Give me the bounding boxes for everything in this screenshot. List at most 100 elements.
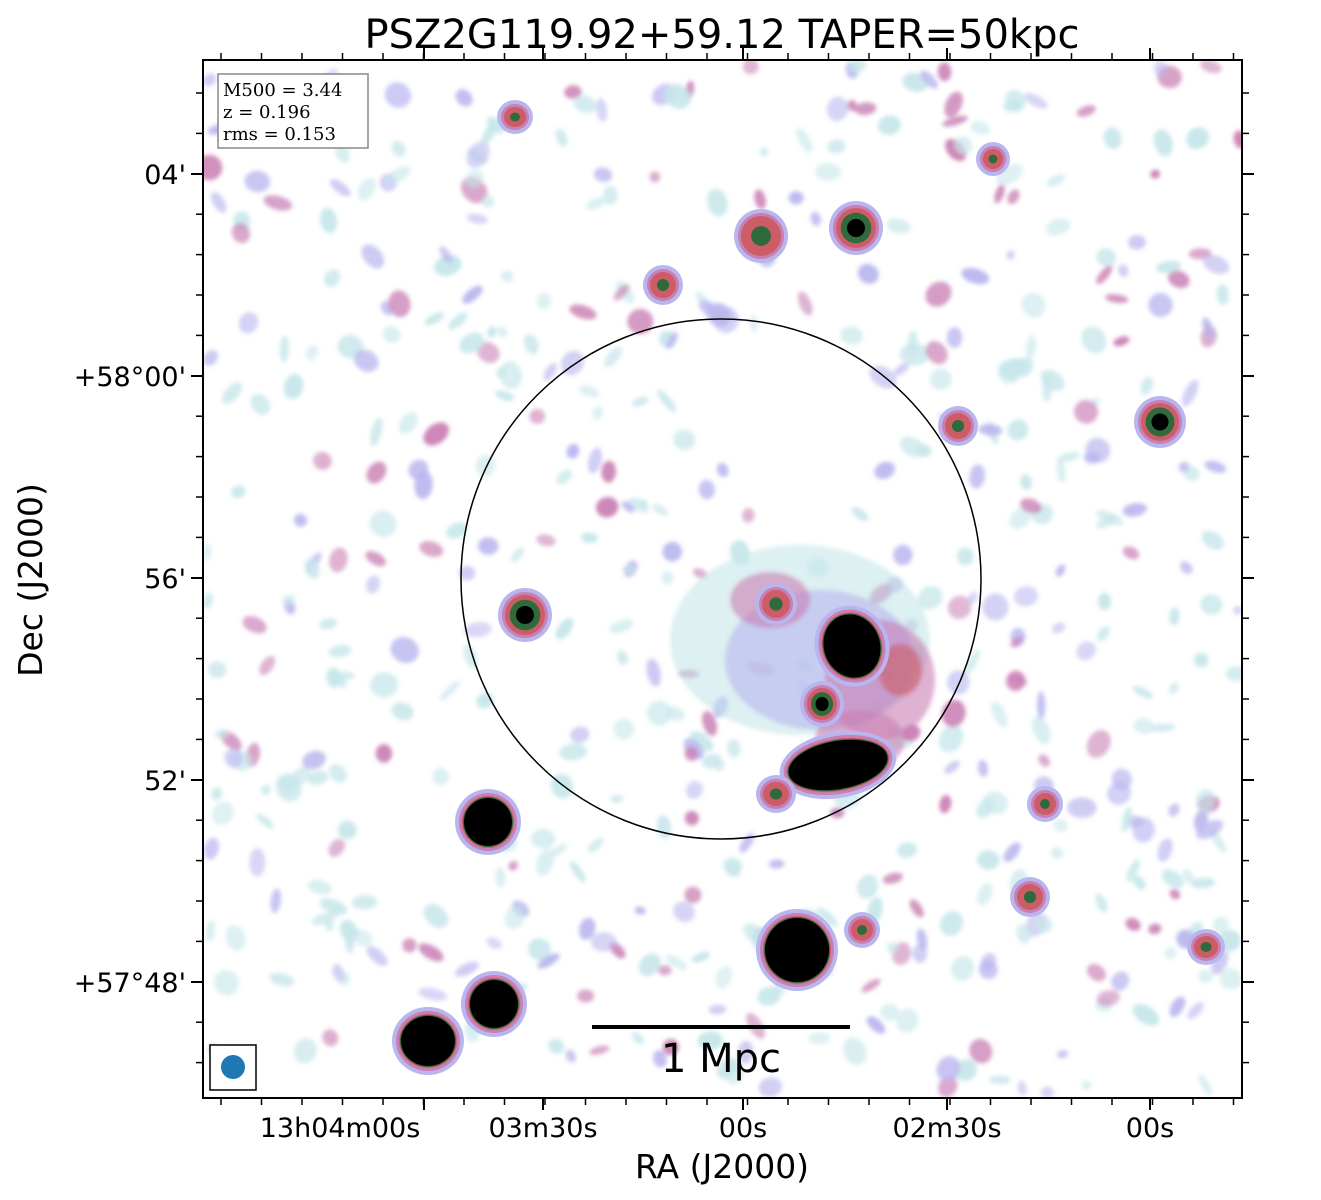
- noise-blob: [366, 461, 387, 484]
- noise-blob: [388, 290, 411, 318]
- noise-blob: [1153, 129, 1173, 157]
- noise-blob: [454, 961, 479, 977]
- noise-blob: [970, 120, 991, 135]
- noise-blob: [698, 479, 715, 500]
- minor-ticks: [196, 53, 1249, 1105]
- noise-blob: [1038, 754, 1051, 767]
- noise-blob: [951, 956, 975, 981]
- noise-blob: [749, 314, 758, 333]
- noise-blob: [529, 408, 546, 424]
- noise-blob: [578, 917, 596, 940]
- noise-blob: [692, 568, 708, 579]
- noise-blob: [1225, 666, 1242, 682]
- source-peak: [464, 798, 512, 846]
- noise-blob: [1233, 130, 1242, 149]
- noise-blob: [866, 1016, 886, 1034]
- noise-blob: [210, 192, 227, 213]
- noise-blob: [486, 937, 502, 949]
- noise-blob: [462, 285, 483, 304]
- noise-blob: [1132, 875, 1146, 890]
- noise-blob: [893, 544, 913, 566]
- noise-blob: [439, 680, 461, 701]
- y-tick-label: 56': [144, 564, 186, 595]
- noise-blob: [938, 1075, 958, 1098]
- noise-blob: [1000, 358, 1027, 379]
- noise-blob: [909, 899, 924, 918]
- noise-blob: [466, 141, 490, 168]
- noise-blob: [1034, 916, 1053, 933]
- noise-blob: [1125, 917, 1141, 931]
- noise-blob: [613, 718, 635, 740]
- x-tick-label: 02m30s: [892, 1113, 1001, 1144]
- noise-blob: [586, 197, 606, 210]
- noise-blob: [1180, 561, 1193, 575]
- noise-blob: [724, 1062, 745, 1085]
- noise-blob: [627, 308, 654, 335]
- noise-blob: [840, 326, 864, 345]
- noise-blob: [708, 1004, 727, 1015]
- noise-blob: [685, 780, 704, 800]
- noise-blob: [946, 327, 963, 349]
- noise-blob: [856, 874, 879, 899]
- noise-blob: [366, 946, 388, 966]
- noise-blob: [569, 860, 586, 883]
- noise-blob: [808, 1032, 831, 1045]
- noise-blob: [231, 222, 251, 244]
- noise-blob: [1187, 1001, 1204, 1020]
- noise-blob: [1020, 474, 1032, 491]
- noise-blob: [969, 464, 985, 489]
- noise-blob: [646, 658, 661, 687]
- noise-blob: [320, 207, 338, 234]
- noise-blob: [1181, 379, 1199, 407]
- y-tick-label: +58°00': [74, 362, 186, 393]
- noise-blob: [665, 954, 688, 971]
- noise-blob: [673, 901, 695, 923]
- noise-blob: [476, 341, 500, 364]
- noise-blob: [587, 447, 603, 474]
- noise-blob: [1040, 1086, 1055, 1098]
- noise-blob: [617, 650, 628, 666]
- noise-blob: [944, 91, 963, 118]
- source-peak: [847, 219, 865, 237]
- source-peak: [401, 1016, 455, 1066]
- noise-blob: [455, 89, 473, 107]
- noise-blob: [580, 532, 598, 544]
- noise-blob: [861, 978, 881, 993]
- noise-blob: [967, 591, 978, 604]
- noise-blob: [964, 649, 980, 676]
- noise-blob: [214, 729, 229, 739]
- noise-blob: [1212, 916, 1229, 934]
- noise-blob: [1161, 869, 1184, 889]
- noise-blob: [263, 195, 293, 211]
- x-tick-label: 13h04m00s: [260, 1113, 421, 1144]
- noise-blob: [458, 565, 476, 581]
- noise-blob: [907, 330, 918, 356]
- noise-blob: [937, 62, 952, 82]
- noise-blob: [899, 343, 930, 366]
- noise-blob: [1133, 686, 1153, 699]
- source-core: [1023, 890, 1037, 904]
- scale-bar-label: 1 Mpc: [661, 1036, 781, 1082]
- noise-blob: [370, 417, 383, 447]
- noise-blob: [1168, 803, 1180, 817]
- noise-blob: [566, 443, 580, 459]
- radio-map: [203, 60, 1242, 1098]
- noise-blob: [1195, 788, 1216, 813]
- noise-blob: [1169, 996, 1186, 1018]
- noise-blob: [622, 564, 636, 574]
- noise-blob: [1182, 868, 1195, 885]
- radio-sources: [392, 100, 1225, 1075]
- noise-blob: [601, 460, 617, 483]
- noise-blob: [365, 575, 381, 594]
- noise-blob: [1128, 235, 1146, 250]
- noise-blob: [988, 1075, 1011, 1085]
- noise-blob: [1046, 174, 1065, 187]
- noise-blob: [1086, 729, 1111, 758]
- noise-blob: [1202, 317, 1215, 340]
- noise-blob: [390, 636, 419, 664]
- noise-blob: [689, 731, 714, 752]
- noise-blob: [882, 872, 903, 884]
- noise-blob: [673, 429, 696, 451]
- noise-blob: [1186, 127, 1209, 150]
- noise-blob: [501, 270, 514, 283]
